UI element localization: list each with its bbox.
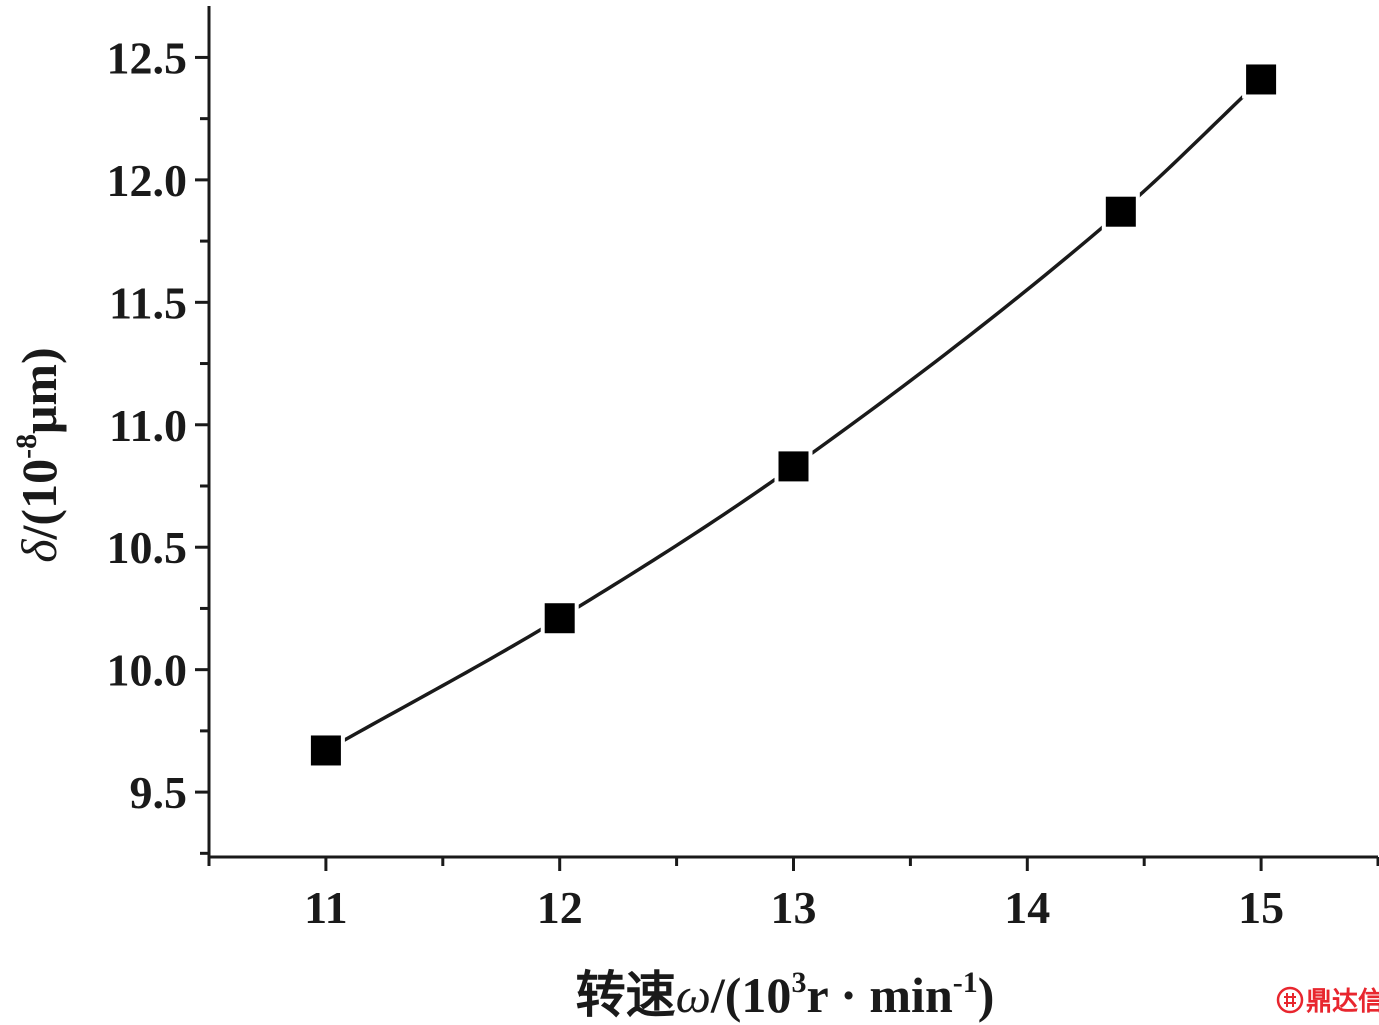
y-tick-label: 11.0 (109, 400, 187, 451)
y-axis-title-text-1: /(10 (11, 459, 67, 541)
x-ticks: 11 12 13 14 15 (207, 857, 1379, 933)
y-tick-label: 10.5 (107, 522, 188, 573)
markers (306, 60, 1281, 770)
x-axis-title-text-3: ) (978, 967, 995, 1023)
y-axis-title-symbol: δ (11, 539, 67, 563)
watermark: 鼎达信 (1276, 986, 1379, 1017)
y-axis-title-text-2: μm) (11, 347, 67, 434)
y-tick-label: 9.5 (130, 767, 188, 818)
data-point (774, 447, 813, 486)
y-tick-label: 11.5 (109, 277, 187, 328)
x-tick-label: 15 (1238, 882, 1284, 933)
y-tick-label: 12.5 (107, 32, 188, 83)
y-tick-label: 12.0 (107, 155, 188, 206)
y-axis-title-sup-1: -8 (10, 434, 43, 459)
y-tick-label: 10.0 (107, 645, 188, 696)
series (325, 78, 1263, 752)
data-point (540, 599, 579, 638)
x-axis-title-sup-1: 3 (791, 966, 806, 999)
y-ticks: 9.5 10.0 10.5 11.0 11.5 12.0 12.5 (107, 32, 209, 855)
data-point (306, 731, 345, 770)
x-tick-label: 11 (304, 882, 347, 933)
x-axis-title-text-2: r · min (806, 967, 953, 1023)
x-tick-label: 12 (537, 882, 583, 933)
data-point (1242, 60, 1281, 99)
x-axis-title: 转速ω/(103r · min-1) (576, 966, 995, 1023)
x-axis-title-symbol: ω (676, 967, 711, 1023)
y-axis-title: δ/(10-8μm) (10, 347, 67, 562)
watermark-text: 鼎达信 (1306, 987, 1379, 1017)
x-axis-title-prefix: 转速 (576, 967, 676, 1023)
x-axis-title-sup-2: -1 (953, 966, 978, 999)
x-tick-label: 13 (771, 882, 817, 933)
x-axis-title-text-1: /(10 (710, 967, 792, 1023)
x-tick-label: 14 (1004, 882, 1050, 933)
data-point (1101, 192, 1140, 231)
dingdaxin-logo-icon (1276, 986, 1304, 1014)
series-line (325, 78, 1263, 752)
